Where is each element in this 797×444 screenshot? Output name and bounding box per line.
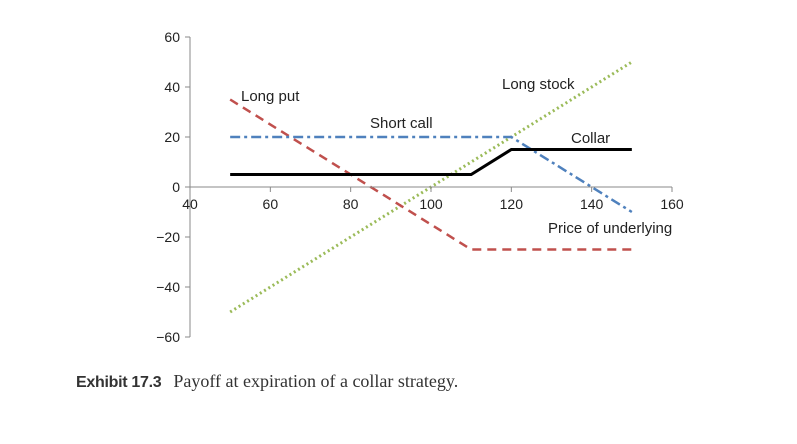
- x-tick-label: 60: [263, 196, 279, 212]
- series-line-collar: [230, 148, 632, 176]
- series-label-short-call: Short call: [370, 115, 433, 132]
- y-tick-label: 40: [164, 79, 180, 95]
- y-tick-label: −60: [156, 329, 180, 345]
- x-tick-label: 80: [343, 196, 359, 212]
- collar-payoff-chart: −60 −40 −20 0 20 40 60 40 60 80 100 120 140 160 Long …: [156, 29, 684, 345]
- y-tick-label: −20: [156, 229, 180, 245]
- caption-exhibit-number: Exhibit 17.3: [76, 374, 162, 391]
- caption-text: Payoff at expiration of a collar strateg…: [173, 371, 459, 391]
- x-tick-label: 140: [580, 196, 604, 212]
- y-tick-label: −40: [156, 279, 180, 295]
- y-tick-label: 0: [172, 179, 180, 195]
- x-tick-label: 40: [182, 196, 198, 212]
- series-label-long-stock: Long stock: [502, 76, 575, 93]
- figure-caption: Exhibit 17.3 Payoff at expiration of a co…: [76, 371, 458, 392]
- series-line-long-put: [229, 98, 632, 251]
- series-label-long-put: Long put: [241, 88, 300, 105]
- y-tick-label: 60: [164, 29, 180, 45]
- series-line-short-call: [230, 135, 633, 214]
- x-axis-label: Price of underlying: [548, 220, 672, 237]
- x-tick-label: 160: [660, 196, 684, 212]
- ticks-layer: −60 −40 −20 0 20 40 60 40 60 80 100 120 140 160: [156, 29, 684, 345]
- y-tick-label: 20: [164, 129, 180, 145]
- labels-layer: Long put Short call Long stock Collar Pr…: [241, 76, 672, 237]
- series-label-collar: Collar: [571, 130, 610, 147]
- x-tick-label: 100: [419, 196, 443, 212]
- x-tick-label: 120: [500, 196, 524, 212]
